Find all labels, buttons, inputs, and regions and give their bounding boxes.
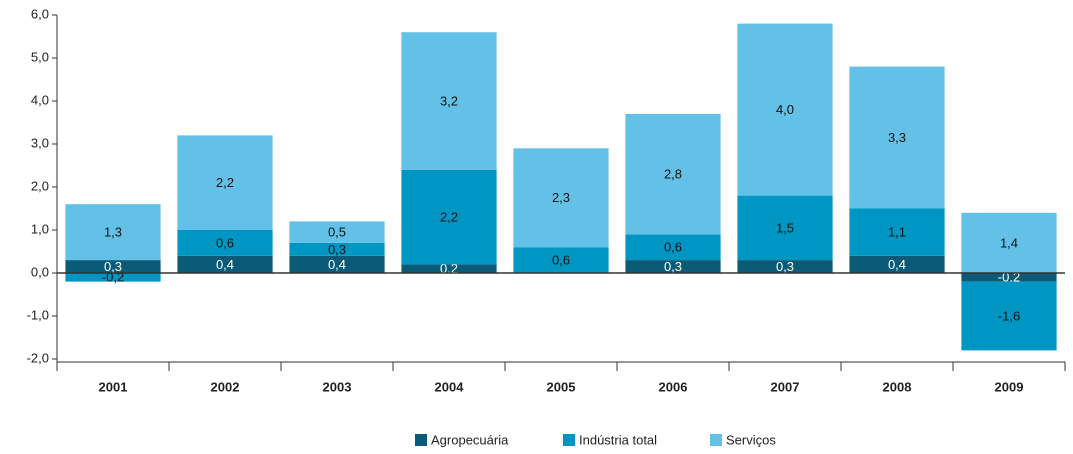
- value-label: 0,3: [328, 242, 346, 257]
- bar-segment: [625, 234, 721, 261]
- value-label: 2,8: [664, 167, 682, 182]
- bar-segment: [625, 113, 721, 235]
- bar-segment: [401, 32, 497, 170]
- legend-label: Agropecuária: [431, 432, 509, 447]
- value-label: 1,3: [104, 225, 122, 240]
- bar-segment: [625, 260, 721, 273]
- bar-segment: [849, 208, 945, 256]
- bar-segment: [513, 247, 609, 273]
- bar-segment: [289, 221, 385, 243]
- value-label: -1,6: [998, 308, 1020, 323]
- legend-swatch: [710, 434, 722, 446]
- bar-segment: [289, 242, 385, 256]
- y-tick-label: -2,0: [27, 350, 49, 365]
- value-label: 0,4: [216, 257, 234, 272]
- bar-segment: [737, 260, 833, 273]
- bar-segment: [961, 212, 1057, 273]
- y-tick-label: -1,0: [27, 307, 49, 322]
- bar-segment: [401, 169, 497, 265]
- bar-segment: [849, 255, 945, 273]
- value-label: 4,0: [776, 102, 794, 117]
- bar-segment: [289, 255, 385, 273]
- legend-label: Serviços: [726, 432, 776, 447]
- x-tick-label: 2005: [547, 379, 576, 394]
- value-label: 0,4: [888, 257, 906, 272]
- value-label: -0,2: [102, 270, 124, 285]
- legend-swatch: [415, 434, 427, 446]
- bar-segment: [961, 281, 1057, 351]
- x-tick-label: 2001: [99, 379, 128, 394]
- bar-segment: [961, 273, 1057, 282]
- x-tick-label: 2002: [211, 379, 240, 394]
- bar-segment: [737, 195, 833, 261]
- bar-segment: [401, 264, 497, 273]
- value-label: 0,3: [776, 259, 794, 274]
- y-tick-label: 6,0: [31, 6, 49, 21]
- x-tick-label: 2008: [883, 379, 912, 394]
- value-label: 2,2: [440, 210, 458, 225]
- value-label: 0,6: [664, 240, 682, 255]
- y-tick-label: 2,0: [31, 178, 49, 193]
- y-tick-label: 5,0: [31, 49, 49, 64]
- value-label: 0,6: [552, 253, 570, 268]
- bar-segment: [737, 23, 833, 196]
- legend-swatch: [563, 434, 575, 446]
- value-label: 1,5: [776, 220, 794, 235]
- x-tick-label: 2003: [323, 379, 352, 394]
- bar-segment: [65, 260, 161, 273]
- value-label: 1,1: [888, 225, 906, 240]
- legend-label: Indústria total: [579, 432, 657, 447]
- value-label: 3,2: [440, 93, 458, 108]
- bar-segment: [513, 148, 609, 248]
- value-label: 0,4: [328, 257, 346, 272]
- value-label: 0,6: [216, 235, 234, 250]
- bar-segment: [177, 230, 273, 256]
- x-tick-label: 2007: [771, 379, 800, 394]
- y-tick-label: 3,0: [31, 135, 49, 150]
- bar-segment: [849, 66, 945, 209]
- value-label: 0,3: [664, 259, 682, 274]
- value-label: 0,5: [328, 225, 346, 240]
- bar-segment: [65, 273, 161, 282]
- x-tick-label: 2009: [995, 379, 1024, 394]
- value-label: 2,3: [552, 190, 570, 205]
- value-label: 1,4: [1000, 235, 1018, 250]
- bar-segment: [177, 135, 273, 230]
- y-tick-label: 1,0: [31, 221, 49, 236]
- bar-segment: [65, 204, 161, 261]
- y-tick-label: 0,0: [31, 264, 49, 279]
- value-label: 0,3: [104, 259, 122, 274]
- x-tick-label: 2006: [659, 379, 688, 394]
- x-tick-label: 2004: [435, 379, 465, 394]
- bar-segment: [177, 255, 273, 273]
- y-tick-label: 4,0: [31, 92, 49, 107]
- value-label: 2,2: [216, 175, 234, 190]
- value-label: 3,3: [888, 130, 906, 145]
